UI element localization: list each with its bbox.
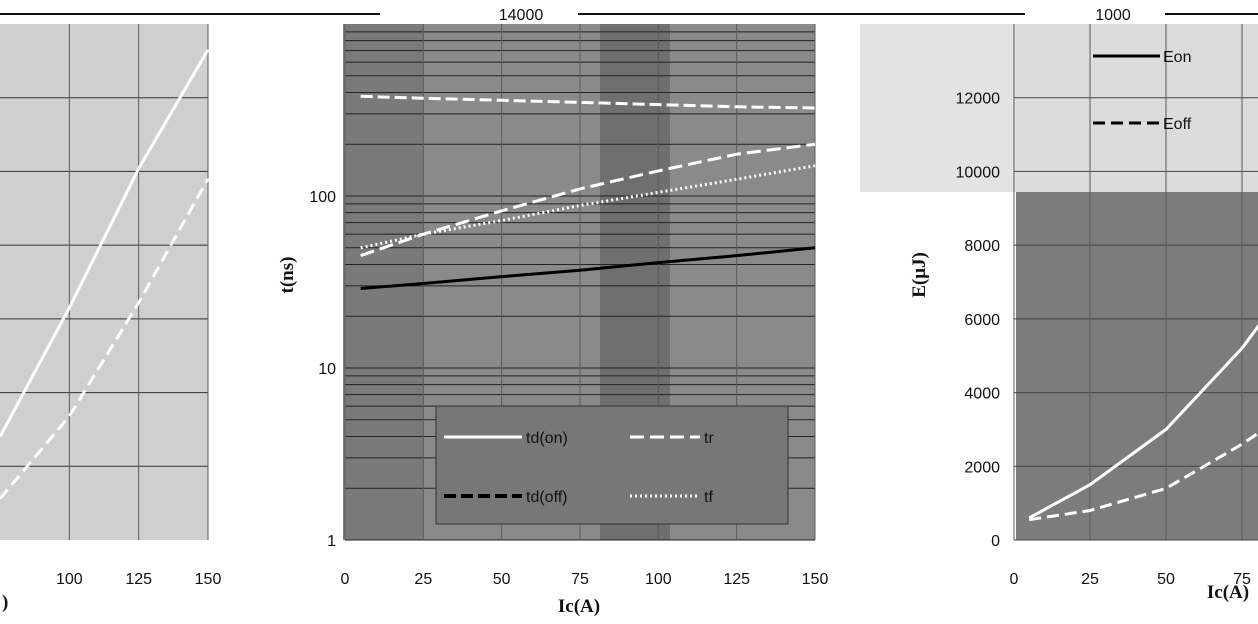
center-y-ticks: 1 10 100 <box>309 189 336 550</box>
right-y-axis-label: E(μJ) <box>909 252 930 298</box>
right-x-axis-label: Ic(A) <box>1207 582 1249 603</box>
center-series-line-tr <box>360 142 816 258</box>
legend-label-tf: tf <box>704 489 713 506</box>
right-x-ticks: 0 25 50 75 <box>1010 571 1251 588</box>
left-x-tick-label: 100 <box>56 571 83 588</box>
right-x-tick-label: 50 <box>1157 571 1175 588</box>
right-y-tick-label: 8000 <box>964 238 1000 255</box>
right-y-tick-label: 0 <box>991 533 1000 550</box>
chart-left-partial: 100 125 150 ) <box>0 24 221 613</box>
center-legend-box <box>435 405 789 525</box>
right-y-tick-label: 2000 <box>964 459 1000 476</box>
left-x-tick-label: 125 <box>125 571 152 588</box>
center-x-tick-label: 150 <box>802 571 829 588</box>
left-grid <box>0 24 209 540</box>
center-series <box>360 94 816 290</box>
top-label-right: 1000 <box>1095 7 1131 24</box>
left-partial-axis-label: ) <box>2 592 8 613</box>
legend-label-eon: Eon <box>1163 49 1191 66</box>
center-x-tick-label: 50 <box>493 571 511 588</box>
right-y-tick-label: 10000 <box>956 164 1001 181</box>
right-series <box>1028 324 1258 522</box>
right-series-line-eoff <box>1028 431 1258 522</box>
left-x-tick-label: 150 <box>195 571 222 588</box>
right-x-tick-label: 0 <box>1010 571 1019 588</box>
center-y-tick-label: 1 <box>327 533 336 550</box>
right-y-tick-label: 4000 <box>964 386 1000 403</box>
legend-label-tr: tr <box>704 430 714 447</box>
right-x-tick-label: 25 <box>1081 571 1099 588</box>
center-series-line-tdoff <box>360 94 816 110</box>
left-series-line-0 <box>0 49 210 438</box>
center-x-ticks: 0 25 50 75 100 125 150 <box>341 571 829 588</box>
chart-energy: 0 25 50 75 0 2000 4000 6000 8000 10000 12000 Ic(A… <box>860 24 1258 603</box>
right-x-tick-label: 75 <box>1233 571 1251 588</box>
left-series-line-1 <box>0 178 210 500</box>
legend-label-td-on: td(on) <box>526 430 568 447</box>
right-y-tick-label: 6000 <box>964 312 1000 329</box>
left-x-ticks: 100 125 150 <box>56 571 221 588</box>
center-x-tick-label: 0 <box>341 571 350 588</box>
right-y-tick-label: 12000 <box>956 91 1001 108</box>
right-grid <box>1013 24 1258 541</box>
center-y-axis-label: t(ns) <box>277 257 298 294</box>
center-x-tick-label: 125 <box>723 571 750 588</box>
left-series <box>0 49 210 500</box>
center-legend: td(on) tr td(off) tf <box>435 405 789 525</box>
center-grid <box>344 24 816 541</box>
center-x-axis-label: Ic(A) <box>558 596 600 617</box>
chart-times: 0 25 50 75 100 125 150 1 10 100 Ic(A) t(ns) td(o… <box>277 24 828 617</box>
top-label-center: 14000 <box>499 7 544 24</box>
legend-label-td-off: td(off) <box>526 489 568 506</box>
center-series-line-tdon <box>360 246 816 290</box>
right-series-line-eon <box>1028 324 1258 520</box>
legend-label-eoff: Eoff <box>1163 116 1192 133</box>
right-y-ticks: 0 2000 4000 6000 8000 10000 12000 <box>956 91 1001 550</box>
center-x-tick-label: 100 <box>645 571 672 588</box>
right-legend: Eon Eoff <box>1093 49 1192 133</box>
center-x-tick-label: 75 <box>571 571 589 588</box>
center-x-tick-label: 25 <box>414 571 432 588</box>
center-y-tick-label: 100 <box>309 189 336 206</box>
center-y-tick-label: 10 <box>318 361 336 378</box>
